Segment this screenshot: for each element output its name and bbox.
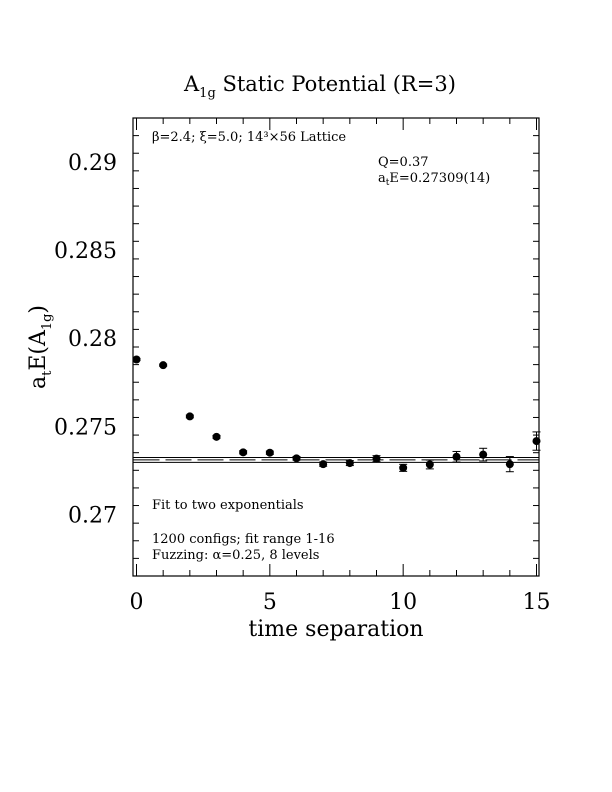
data-point [532,431,541,451]
point-marker [292,454,301,463]
data-point [425,459,434,470]
energy-label: atE=0.27309(14) [378,171,490,188]
point-marker [212,432,221,441]
fuzzing-label: Fuzzing: α=0.25, 8 levels [152,548,319,563]
data-point [505,456,514,473]
y-tick-label: 0.27 [68,503,117,528]
data-point [265,448,274,457]
data-point [479,447,488,462]
point-marker [505,460,514,469]
point-marker [345,459,354,468]
data-point [185,412,194,421]
data-point [159,361,168,370]
point-marker [265,448,274,457]
data-point [292,454,301,463]
point-marker [452,452,461,461]
data-point [452,450,461,463]
data-point [132,355,141,364]
data-point [372,454,381,463]
point-marker [185,412,194,421]
point-marker [159,361,168,370]
y-tick-label: 0.28 [68,327,117,352]
point-marker [425,460,434,469]
axis-ticks [133,117,539,577]
y-axis-label: atE(A1g) [26,305,55,389]
configs-label: 1200 configs; fit range 1-16 [152,532,335,547]
data-point [319,460,328,469]
point-marker [319,460,328,469]
x-tick-label: 5 [263,590,277,615]
point-marker [239,448,248,457]
y-tick-label: 0.29 [68,151,117,176]
data-point [399,463,408,472]
x-axis-label: time separation [248,617,423,642]
fit-label: Fit to two exponentials [152,498,304,513]
point-marker [132,355,141,364]
fit-band [133,456,539,463]
point-marker [479,450,488,459]
chart-title: A1g Static Potential (R=3) [183,72,456,101]
x-tick-label: 10 [389,590,417,615]
data-point [239,448,248,457]
y-tick-label: 0.285 [54,239,117,264]
point-marker [532,437,541,446]
point-marker [399,463,408,472]
point-marker [372,454,381,463]
lattice-label: β=2.4; ξ=5.0; 14³×56 Lattice [152,130,346,145]
x-tick-label: 0 [130,590,144,615]
x-tick-label: 15 [523,590,551,615]
y-tick-label: 0.275 [54,415,117,440]
data-point [212,432,221,441]
data-point [345,459,354,468]
q-label: Q=0.37 [378,155,429,170]
data-points [132,355,541,473]
tick-labels: 0 5 10 15 0.27 0.275 0.28 0.285 0.29 [54,151,550,615]
